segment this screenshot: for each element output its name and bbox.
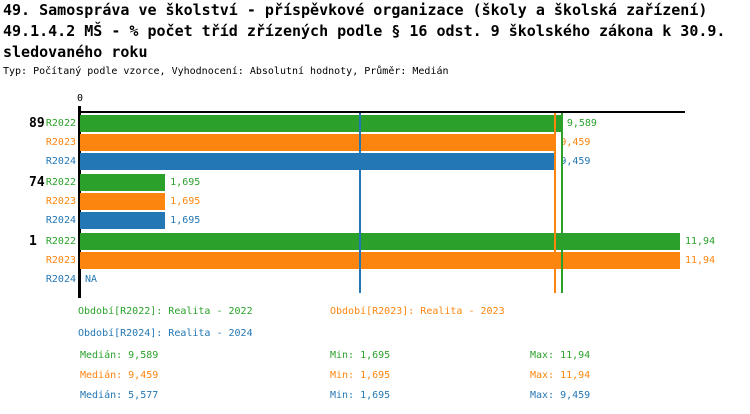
- group-label-89: 89: [29, 116, 45, 131]
- bar-value-label: 9,589: [566, 118, 597, 129]
- group-label-1: 1: [29, 234, 37, 249]
- bar-value-label: 9,459: [560, 137, 591, 148]
- x-axis-line: [80, 111, 685, 113]
- bar-value-label: 1,695: [170, 177, 201, 188]
- stat-median-R2024: Medián: 5,577: [80, 390, 159, 401]
- series-label-R2024: R2024: [45, 215, 76, 226]
- stat-min-R2022: Min: 1,695: [330, 350, 391, 361]
- report-title-line1: 49. Samospráva ve školství - příspěvkové…: [3, 1, 708, 19]
- series-label-R2022: R2022: [45, 177, 76, 188]
- chart-row-74-R2024: R2024 1,695: [0, 212, 750, 229]
- chart-row-74-R2022: 74 R2022 1,695: [0, 174, 750, 191]
- bar-value-label: 11,94: [685, 236, 716, 247]
- chart-row-89-R2022: 89 R2022 9,589: [0, 115, 750, 132]
- bar-value-label: 9,459: [560, 156, 591, 167]
- bar-value-label: NA: [85, 274, 98, 285]
- bar-value-label: 1,695: [170, 196, 201, 207]
- chart-row-89-R2024: R2024 9,459: [0, 153, 750, 170]
- legend-item-R2023: Období[R2023]: Realita - 2023: [330, 306, 505, 317]
- chart-row-1-R2022: 1 R2022 11,94: [0, 233, 750, 250]
- bar-1-R2023: [80, 252, 680, 269]
- report-subtitle: Typ: Počítaný podle vzorce, Vyhodnocení:…: [3, 66, 449, 77]
- series-label-R2023: R2023: [45, 196, 76, 207]
- stat-median-R2022: Medián: 9,589: [80, 350, 159, 361]
- bar-1-R2022: [80, 233, 680, 250]
- series-label-R2022: R2022: [45, 236, 76, 247]
- stat-median-R2023: Medián: 9,459: [80, 370, 159, 381]
- report-title: 49. Samospráva ve školství - příspěvkové…: [3, 0, 725, 63]
- stat-max-R2022: Max: 11,94: [530, 350, 591, 361]
- bar-89-R2023: [80, 134, 556, 151]
- group-label-74: 74: [29, 175, 45, 190]
- legend-item-R2024: Období[R2024]: Realita - 2024: [78, 328, 253, 339]
- chart-row-1-R2023: R2023 11,94: [0, 252, 750, 269]
- bar-value-label: 1,695: [170, 215, 201, 226]
- stat-max-R2023: Max: 11,94: [530, 370, 591, 381]
- series-label-R2023: R2023: [45, 137, 76, 148]
- stat-max-R2024: Max: 9,459: [530, 390, 591, 401]
- bar-89-R2022: [80, 115, 562, 132]
- median-line-R2022: [560, 113, 563, 293]
- bar-74-R2023: [80, 193, 166, 210]
- median-line-R2023: [554, 113, 557, 293]
- report-title-line2: 49.1.4.2 MŠ - % počet tříd zřízených pod…: [3, 22, 726, 40]
- series-label-R2022: R2022: [45, 118, 76, 129]
- chart-row-89-R2023: R2023 9,459: [0, 134, 750, 151]
- legend-item-R2022: Období[R2022]: Realita - 2022: [78, 306, 253, 317]
- bar-74-R2024: [80, 212, 166, 229]
- series-label-R2023: R2023: [45, 255, 76, 266]
- median-line-R2024: [359, 113, 362, 293]
- y-axis-line: [78, 106, 81, 298]
- series-label-R2024: R2024: [45, 274, 76, 285]
- stat-min-R2023: Min: 1,695: [330, 370, 391, 381]
- bar-value-label: 11,94: [685, 255, 716, 266]
- stat-min-R2024: Min: 1,695: [330, 390, 391, 401]
- chart-row-74-R2023: R2023 1,695: [0, 193, 750, 210]
- report-title-line3: sledovaného roku: [3, 43, 148, 61]
- bar-89-R2024: [80, 153, 556, 170]
- series-label-R2024: R2024: [45, 156, 76, 167]
- x-axis-zero-tick-label: 0: [76, 93, 84, 104]
- chart-row-1-R2024: R2024 NA: [0, 271, 750, 288]
- bar-74-R2022: [80, 174, 166, 191]
